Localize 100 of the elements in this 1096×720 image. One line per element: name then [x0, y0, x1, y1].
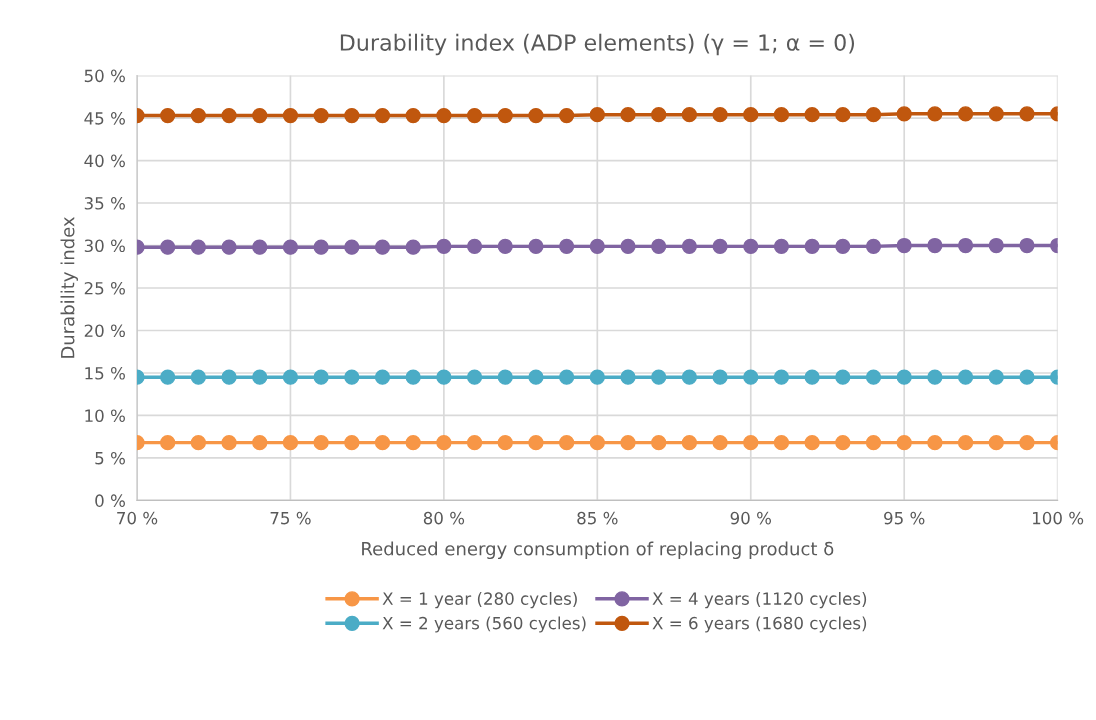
point: [589, 369, 605, 385]
point: [344, 107, 360, 124]
chart-title: Durability index (ADP elements) (γ = 1; α = 0): [340, 33, 855, 56]
point: [436, 107, 452, 124]
point: [865, 369, 882, 385]
point: [221, 369, 237, 385]
point: [313, 434, 329, 451]
point: [436, 369, 452, 385]
point: [651, 107, 667, 123]
point: [773, 238, 790, 255]
y-tick-label: 25 %: [84, 281, 125, 295]
point: [344, 369, 360, 385]
point: [712, 434, 728, 451]
point: [497, 238, 513, 255]
point: [466, 107, 483, 124]
point: [927, 434, 943, 451]
point: [1019, 237, 1035, 254]
point: [466, 434, 483, 451]
point: [528, 434, 544, 451]
point: [1019, 369, 1035, 385]
point: [589, 238, 605, 255]
point: [957, 369, 974, 385]
point: [374, 369, 391, 385]
point: [252, 107, 268, 124]
point: [865, 107, 882, 123]
point: [344, 434, 360, 451]
x-tick-label: 90 %: [730, 511, 772, 525]
point: [252, 434, 268, 451]
x-tick-label: 80 %: [423, 511, 465, 525]
y-tick-label: 5 %: [95, 451, 125, 465]
point: [160, 107, 176, 124]
point: [835, 107, 851, 123]
point: [1019, 434, 1035, 451]
point: [804, 369, 820, 385]
point: [651, 369, 667, 385]
legend-label: X = 2 years (560 cycles): [382, 616, 586, 633]
point: [620, 369, 636, 385]
point: [927, 369, 943, 385]
point: [835, 238, 851, 255]
point: [957, 106, 974, 122]
y-tick-label: 50 %: [84, 69, 125, 83]
y-tick-label: 35 %: [84, 197, 125, 210]
x-tick-label: 70 %: [117, 511, 158, 525]
y-tick-label: 20 %: [84, 324, 125, 338]
point: [651, 434, 667, 451]
y-tick-label: 0 %: [95, 494, 125, 507]
x-tick-label: 95 %: [884, 511, 925, 525]
point: [405, 239, 421, 255]
point: [1019, 106, 1035, 122]
point: [528, 238, 544, 255]
point: [957, 434, 974, 451]
point: [681, 107, 698, 123]
point: [712, 107, 728, 123]
point: [743, 238, 759, 255]
point: [589, 434, 605, 451]
y-tick-label: 30 %: [84, 239, 125, 253]
point: [466, 238, 483, 255]
point: [221, 434, 237, 451]
point: [620, 238, 636, 255]
y-tick-label: 10 %: [85, 409, 125, 423]
point: [313, 239, 329, 255]
point: [835, 434, 851, 451]
point: [988, 434, 1004, 451]
point: [804, 434, 820, 451]
point: [773, 107, 790, 123]
x-tick-label: 100 %: [1033, 511, 1084, 525]
point: [405, 434, 421, 451]
point: [221, 107, 237, 124]
point: [681, 369, 698, 385]
point: [773, 369, 790, 385]
point: [835, 369, 851, 385]
point: [282, 369, 299, 385]
x-axis-title: Reduced energy consumption of replacing product δ: [362, 541, 834, 559]
point: [405, 107, 421, 124]
point: [865, 434, 882, 451]
point: [282, 239, 299, 255]
point: [528, 107, 544, 124]
x-tick-label: 75 %: [270, 511, 311, 525]
point: [221, 239, 237, 255]
point: [374, 434, 391, 451]
point: [436, 238, 452, 255]
point: [896, 237, 912, 254]
point: [374, 107, 391, 124]
point: [344, 239, 360, 255]
point: [313, 107, 329, 124]
point: [282, 107, 299, 124]
y-tick-label: 45 %: [84, 112, 125, 125]
point: [252, 369, 268, 385]
point: [651, 238, 667, 255]
point: [681, 434, 698, 451]
point: [528, 369, 544, 385]
point: [558, 107, 575, 124]
point: [927, 237, 943, 254]
point: [313, 369, 329, 385]
point: [466, 369, 483, 385]
point: [927, 106, 943, 122]
legend-label: X = 6 years (1680 cycles): [652, 616, 867, 633]
point: [190, 434, 207, 451]
y-tick-label: 40 %: [84, 154, 125, 168]
point: [558, 434, 575, 451]
